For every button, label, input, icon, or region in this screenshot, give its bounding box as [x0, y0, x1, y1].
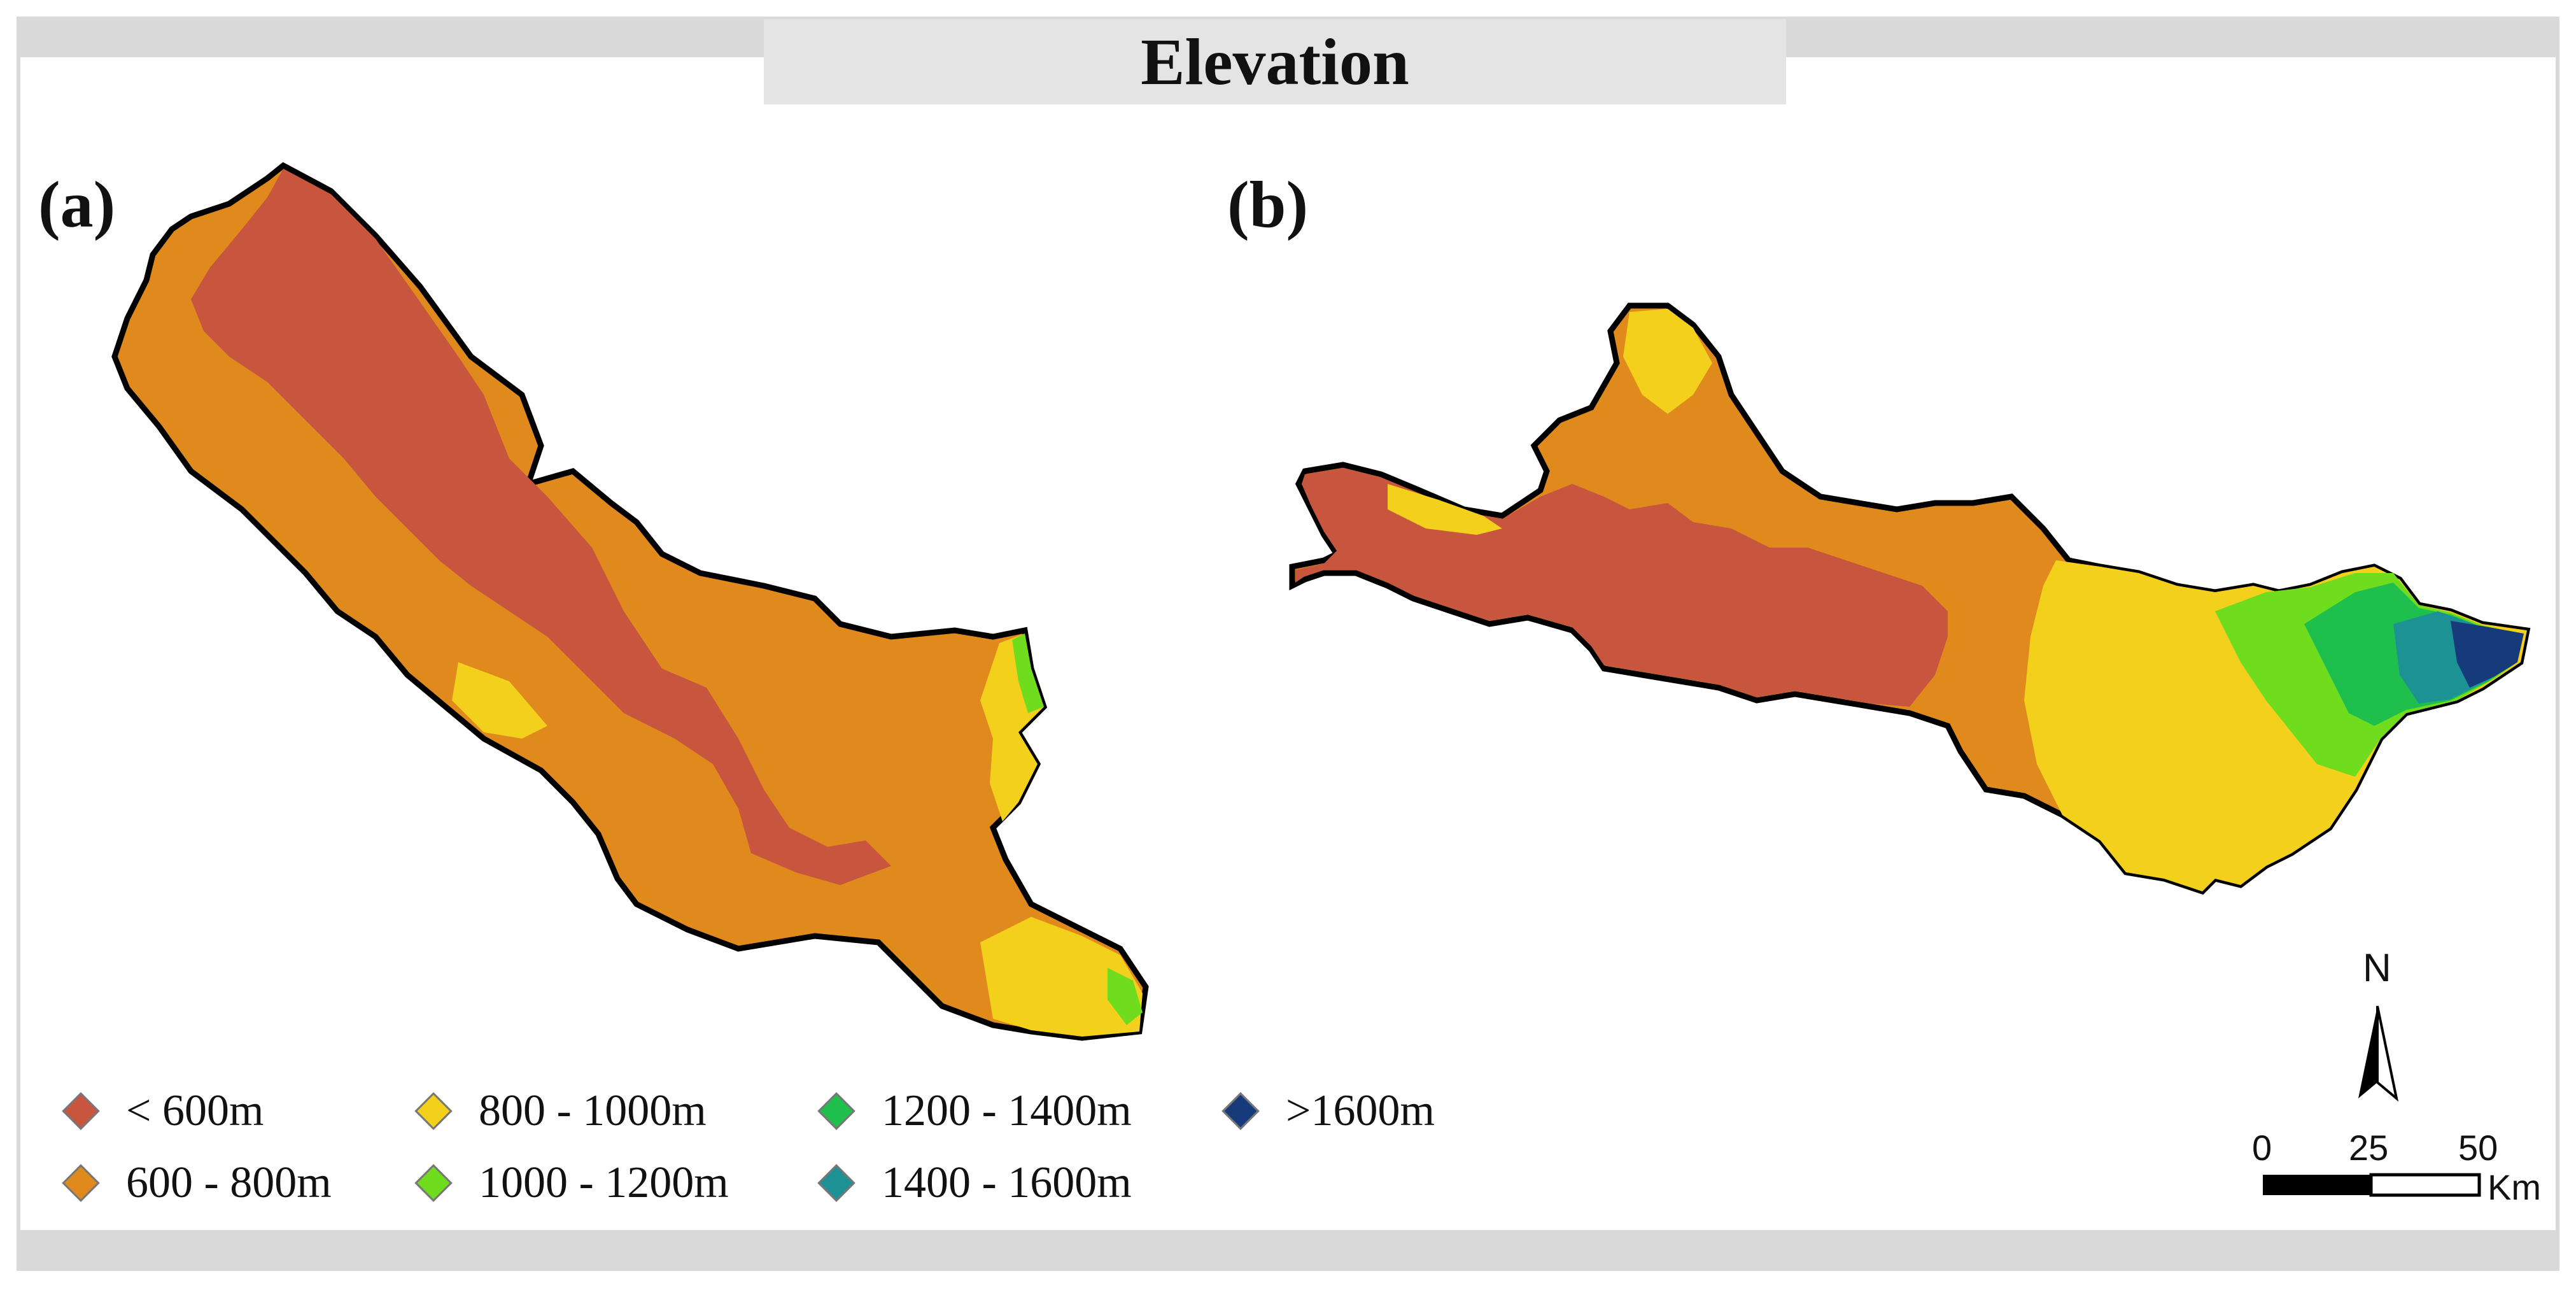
legend-item: 800 - 1000m: [414, 1086, 707, 1137]
map-a-yellow-west: [452, 662, 547, 739]
legend-swatch-diamond: [817, 1164, 855, 1202]
legend-swatch-diamond: [817, 1092, 855, 1130]
map-a: [111, 162, 1149, 1041]
scale-tick-50: 50: [2458, 1128, 2498, 1168]
map-a-low-region: [191, 169, 891, 885]
legend-swatch-diamond: [414, 1164, 453, 1202]
legend-label: 1000 - 1200m: [479, 1158, 729, 1207]
north-arrow: [2358, 1005, 2399, 1102]
legend-label: 600 - 800m: [126, 1158, 332, 1207]
map-b-yellow-west: [1388, 484, 1502, 535]
legend-swatch: [817, 1163, 856, 1203]
legend-swatch: [61, 1163, 101, 1203]
panel-label-b: (b): [1227, 168, 1309, 241]
map-b: [1289, 302, 2531, 895]
scale-tick-0: 0: [2252, 1128, 2272, 1168]
map-a-high-south-green: [1108, 968, 1143, 1025]
north-arrow-right-half: [2376, 1005, 2399, 1102]
legend-label: >1600m: [1286, 1086, 1435, 1135]
legend-swatch: [61, 1091, 101, 1131]
scale-tick-25: 25: [2349, 1128, 2389, 1168]
legend-swatch-diamond: [1221, 1092, 1260, 1130]
legend-item: 600 - 800m: [61, 1158, 332, 1208]
scale-bar: [2263, 1173, 2481, 1197]
legend-item: 1400 - 1600m: [817, 1158, 1132, 1208]
map-b-yellow-north: [1623, 309, 1712, 414]
map-a-high-east-green: [1012, 634, 1044, 713]
legend-label: 800 - 1000m: [479, 1086, 707, 1135]
legend-label: 1400 - 1600m: [882, 1158, 1132, 1207]
scale-bar-white-segment: [2369, 1173, 2481, 1197]
legend-swatch-diamond: [62, 1164, 100, 1202]
legend-swatch: [414, 1163, 453, 1203]
frame-left-edge: [17, 17, 20, 1271]
north-arrow-left-half: [2358, 1006, 2377, 1098]
frame-bottom-band: [17, 1230, 2559, 1271]
legend-swatch-diamond: [414, 1092, 453, 1130]
north-arrow-label: N: [2363, 946, 2391, 990]
legend-label: 1200 - 1400m: [882, 1086, 1132, 1135]
map-a-high-south: [980, 917, 1143, 1037]
legend-swatch-diamond: [62, 1092, 100, 1130]
scale-bar-black-segment: [2263, 1175, 2371, 1195]
legend-item: >1600m: [1221, 1086, 1435, 1137]
legend-item: 1200 - 1400m: [817, 1086, 1132, 1137]
legend-swatch: [1221, 1091, 1260, 1131]
map-title: Elevation: [1141, 25, 1409, 99]
frame-right-edge: [2556, 17, 2559, 1271]
legend-item: 1000 - 1200m: [414, 1158, 729, 1208]
legend-swatch: [414, 1091, 453, 1131]
legend-label: < 600m: [126, 1086, 264, 1135]
scale-unit: Km: [2488, 1167, 2541, 1207]
map-title-box: Elevation: [764, 19, 1786, 104]
legend-swatch: [817, 1091, 856, 1131]
map-b-dark-blue: [2451, 621, 2524, 688]
legend-item: < 600m: [61, 1086, 264, 1137]
panel-label-a: (a): [38, 168, 116, 241]
